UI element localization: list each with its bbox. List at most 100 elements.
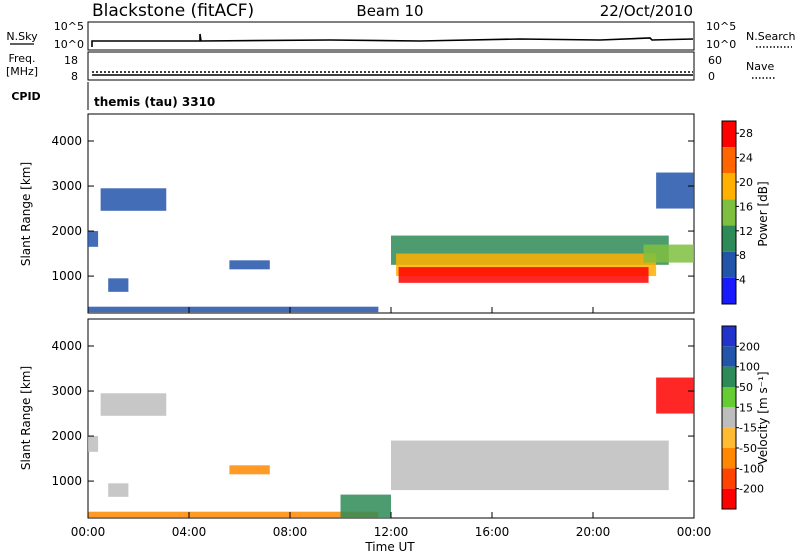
time-axis: 00:00 04:00 08:00 12:00 16:00 20:00 00:00 (71, 307, 712, 539)
power-region (88, 231, 99, 247)
freq-tick-top: 18 (64, 54, 78, 67)
velocity-colorbar-segment (722, 387, 736, 408)
velocity-colorbar-tick-label: -200 (739, 483, 764, 496)
power-yaxis: 1000 2000 3000 4000 (51, 134, 694, 283)
power-colorbar-segment (722, 147, 736, 174)
nsky-tick-top: 10^5 (54, 20, 84, 33)
nsearch-tick-bottom: 10^0 (706, 38, 736, 51)
nsearch-tick-top: 10^5 (706, 20, 736, 33)
power-panel: 1000 2000 3000 4000 Slant Range [km] 4 8 12 16… (19, 113, 770, 314)
power-ytick-label: 3000 (51, 179, 82, 193)
velocity-colorbar-label: Velocity [m s⁻¹] (756, 371, 770, 464)
nsky-tick-bottom: 10^0 (54, 38, 84, 51)
velocity-region (229, 465, 270, 475)
power-colorbar-tick-label: 28 (739, 127, 753, 140)
cpid-label: CPID (11, 90, 40, 103)
freq-label-1: Freq. (8, 52, 35, 65)
velocity-colorbar-segment (722, 326, 736, 347)
velocity-colorbar-tick-label: -50 (739, 442, 757, 455)
power-colorbar-tick-label: 24 (739, 152, 753, 165)
xtick-label: 00:00 (71, 525, 106, 539)
freq-label-2: [MHz] (6, 65, 38, 78)
velocity-region (88, 436, 99, 452)
power-region (643, 244, 694, 263)
velocity-colorbar-segment (722, 427, 736, 448)
xtick-label: 08:00 (273, 525, 308, 539)
power-colorbar-segment (722, 251, 736, 278)
velocity-colorbar-segment (722, 407, 736, 428)
velocity-region (88, 511, 379, 518)
velocity-colorbar-tick-label: -100 (739, 462, 764, 475)
velocity-region (340, 494, 391, 518)
velocity-data-regions (88, 377, 694, 518)
power-data-regions (88, 172, 694, 313)
power-region (100, 188, 167, 211)
power-colorbar-frame (721, 120, 737, 305)
power-ytick-label: 1000 (51, 269, 82, 283)
power-region (398, 267, 649, 283)
cpid-strip: CPID themis (tau) 3310 (11, 82, 215, 110)
xtick-label: 12:00 (374, 525, 409, 539)
velocity-colorbar-segment (722, 346, 736, 367)
station-title: Blackstone (fitACF) (92, 1, 254, 21)
velocity-colorbar-tick-label: -15 (739, 422, 757, 435)
velocity-panel: 1000 2000 3000 4000 Slant Range [km] 200 100… (19, 318, 770, 519)
velocity-ytick-label: 4000 (51, 339, 82, 353)
nsky-label: N.Sky (6, 30, 38, 43)
power-colorbar-label: Power [dB] (756, 181, 770, 246)
power-colorbar-tick-label: 8 (739, 249, 746, 262)
nsky-strip: N.Sky 10^5 10^0 10^5 10^0 N.Search (6, 20, 795, 51)
velocity-colorbar: 200 100 50 15 -15 -50 -100 -200 (721, 325, 764, 510)
velocity-ylabel: Slant Range [km] (19, 366, 33, 470)
power-plot-frame (87, 113, 695, 314)
velocity-colorbar-segment (722, 448, 736, 469)
power-colorbar-segment (722, 121, 736, 148)
nsky-trace (91, 33, 694, 47)
power-ytick-label: 2000 (51, 224, 82, 238)
velocity-colorbar-segment (722, 366, 736, 387)
power-colorbar-tick-label: 20 (739, 176, 753, 189)
power-colorbar-segment (722, 199, 736, 226)
velocity-ytick-label: 3000 (51, 384, 82, 398)
date-title: 22/Oct/2010 (600, 2, 693, 20)
nave-tick-bottom: 0 (708, 70, 715, 83)
beam-title: Beam 10 (356, 2, 423, 20)
power-colorbar-segment (722, 225, 736, 252)
freq-tick-bottom: 8 (71, 70, 78, 83)
velocity-region (656, 377, 694, 414)
nsearch-label: N.Search (746, 30, 796, 43)
xtick-label: 16:00 (475, 525, 510, 539)
velocity-colorbar-tick-label: 200 (739, 340, 760, 353)
power-region (229, 260, 270, 270)
power-ylabel: Slant Range [km] (19, 162, 33, 266)
velocity-colorbar-tick-label: 100 (739, 361, 760, 374)
xtick-label: 04:00 (172, 525, 207, 539)
nave-tick-top: 60 (708, 54, 722, 67)
power-ytick-label: 4000 (51, 134, 82, 148)
power-colorbar: 4 8 12 16 20 24 28 (721, 120, 753, 305)
velocity-yaxis: 1000 2000 3000 4000 (51, 339, 694, 488)
velocity-region (108, 483, 129, 497)
xtick-label: 00:00 (677, 525, 712, 539)
power-region (656, 172, 694, 209)
velocity-ytick-label: 1000 (51, 474, 82, 488)
power-colorbar-tick-label: 4 (739, 274, 746, 287)
velocity-colorbar-frame (721, 325, 737, 510)
power-colorbar-tick-label: 12 (739, 225, 753, 238)
velocity-region (100, 393, 167, 416)
velocity-region (391, 440, 669, 491)
velocity-colorbar-segment (722, 468, 736, 489)
power-colorbar-segment (722, 277, 736, 304)
nave-label: Nave (746, 60, 774, 73)
velocity-colorbar-tick-label: 15 (739, 401, 753, 414)
xtick-label: 20:00 (576, 525, 611, 539)
power-colorbar-tick-label: 16 (739, 200, 753, 213)
velocity-ytick-label: 2000 (51, 429, 82, 443)
velocity-colorbar-tick-label: 50 (739, 381, 753, 394)
power-region (108, 278, 129, 292)
cpid-value: themis (tau) 3310 (94, 95, 215, 109)
power-colorbar-segment (722, 173, 736, 200)
freq-strip: Freq. [MHz] 18 8 60 0 Nave (6, 51, 776, 83)
xaxis-label: Time UT (364, 540, 415, 554)
